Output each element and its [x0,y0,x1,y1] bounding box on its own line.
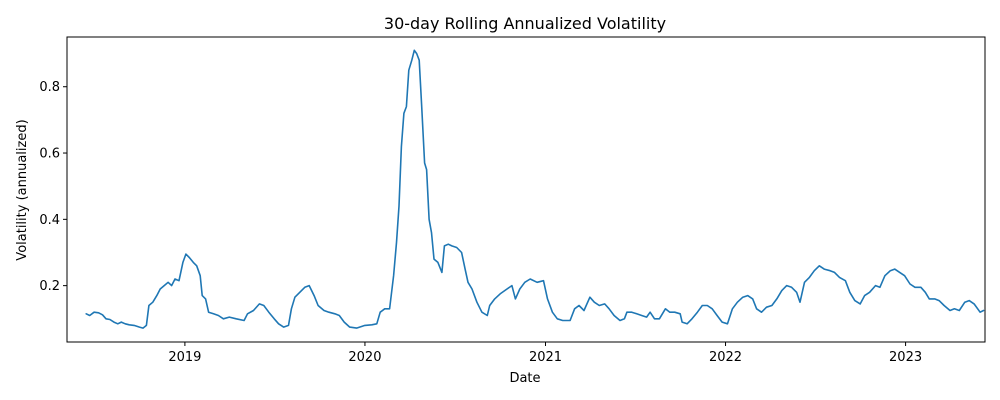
x-tick-label: 2021 [529,350,562,365]
y-tick-label: 0.4 [39,213,60,228]
plot-frame [66,36,986,343]
y-tick-label: 0.8 [39,80,60,95]
y-axis: 0.2 0.4 0.6 0.8 [39,80,67,294]
chart-title: 30-day Rolling Annualized Volatility [384,14,666,33]
x-tick-label: 2019 [168,350,201,365]
x-tick-label: 2023 [889,350,922,365]
x-axis-label: Date [509,371,540,386]
y-tick-label: 0.6 [39,147,60,162]
y-tick-label: 0.2 [39,279,60,294]
y-axis-label: Volatility (annualized) [15,119,30,260]
x-axis: 2019 2020 2021 2022 2023 [168,342,922,365]
volatility-line [85,49,985,329]
x-tick-label: 2022 [709,350,742,365]
x-tick-label: 2020 [348,350,381,365]
